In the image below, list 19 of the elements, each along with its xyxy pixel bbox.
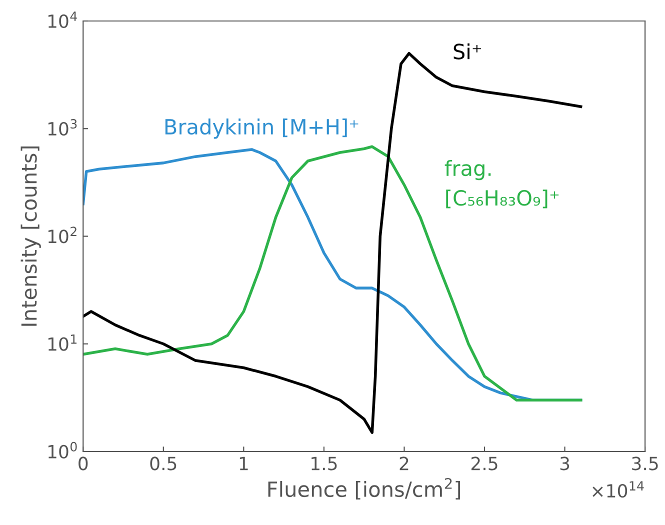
series-label: frag. [C₅₆H₈₃O₉]⁺ (444, 160, 559, 208)
text: ×10$^{14}$ (592, 481, 644, 498)
y-tick-label: 10$^{0}$ (48, 442, 77, 458)
y-tick-label: 10$^{3}$ (48, 119, 77, 136)
x-tick-label: 1 (240, 456, 248, 470)
x-tick-label: 2 (400, 456, 408, 470)
x-tick-label: 0 (78, 456, 88, 470)
y-axis-title: Intensity [counts] (20, 146, 41, 326)
x-tick-label: 3 (560, 456, 570, 470)
series-label: Bradykinin [M+H]⁺ (165, 118, 358, 139)
x-tick-label: 1.5 (312, 456, 337, 470)
series-label: Si⁺ (454, 43, 482, 60)
y-tick-label: 10$^{1}$ (48, 334, 77, 351)
y-tick-label: 10$^{2}$ (48, 226, 76, 244)
x-axis-title: Fluence [ions/cm$^{2}$] (268, 478, 460, 500)
x-tick-label: 3.5 (632, 456, 658, 470)
x-tick-label: 2.5 (471, 456, 498, 470)
x-tick-label: 0.5 (150, 456, 176, 470)
y-tick-label: 10$^{4}$ (48, 12, 77, 28)
